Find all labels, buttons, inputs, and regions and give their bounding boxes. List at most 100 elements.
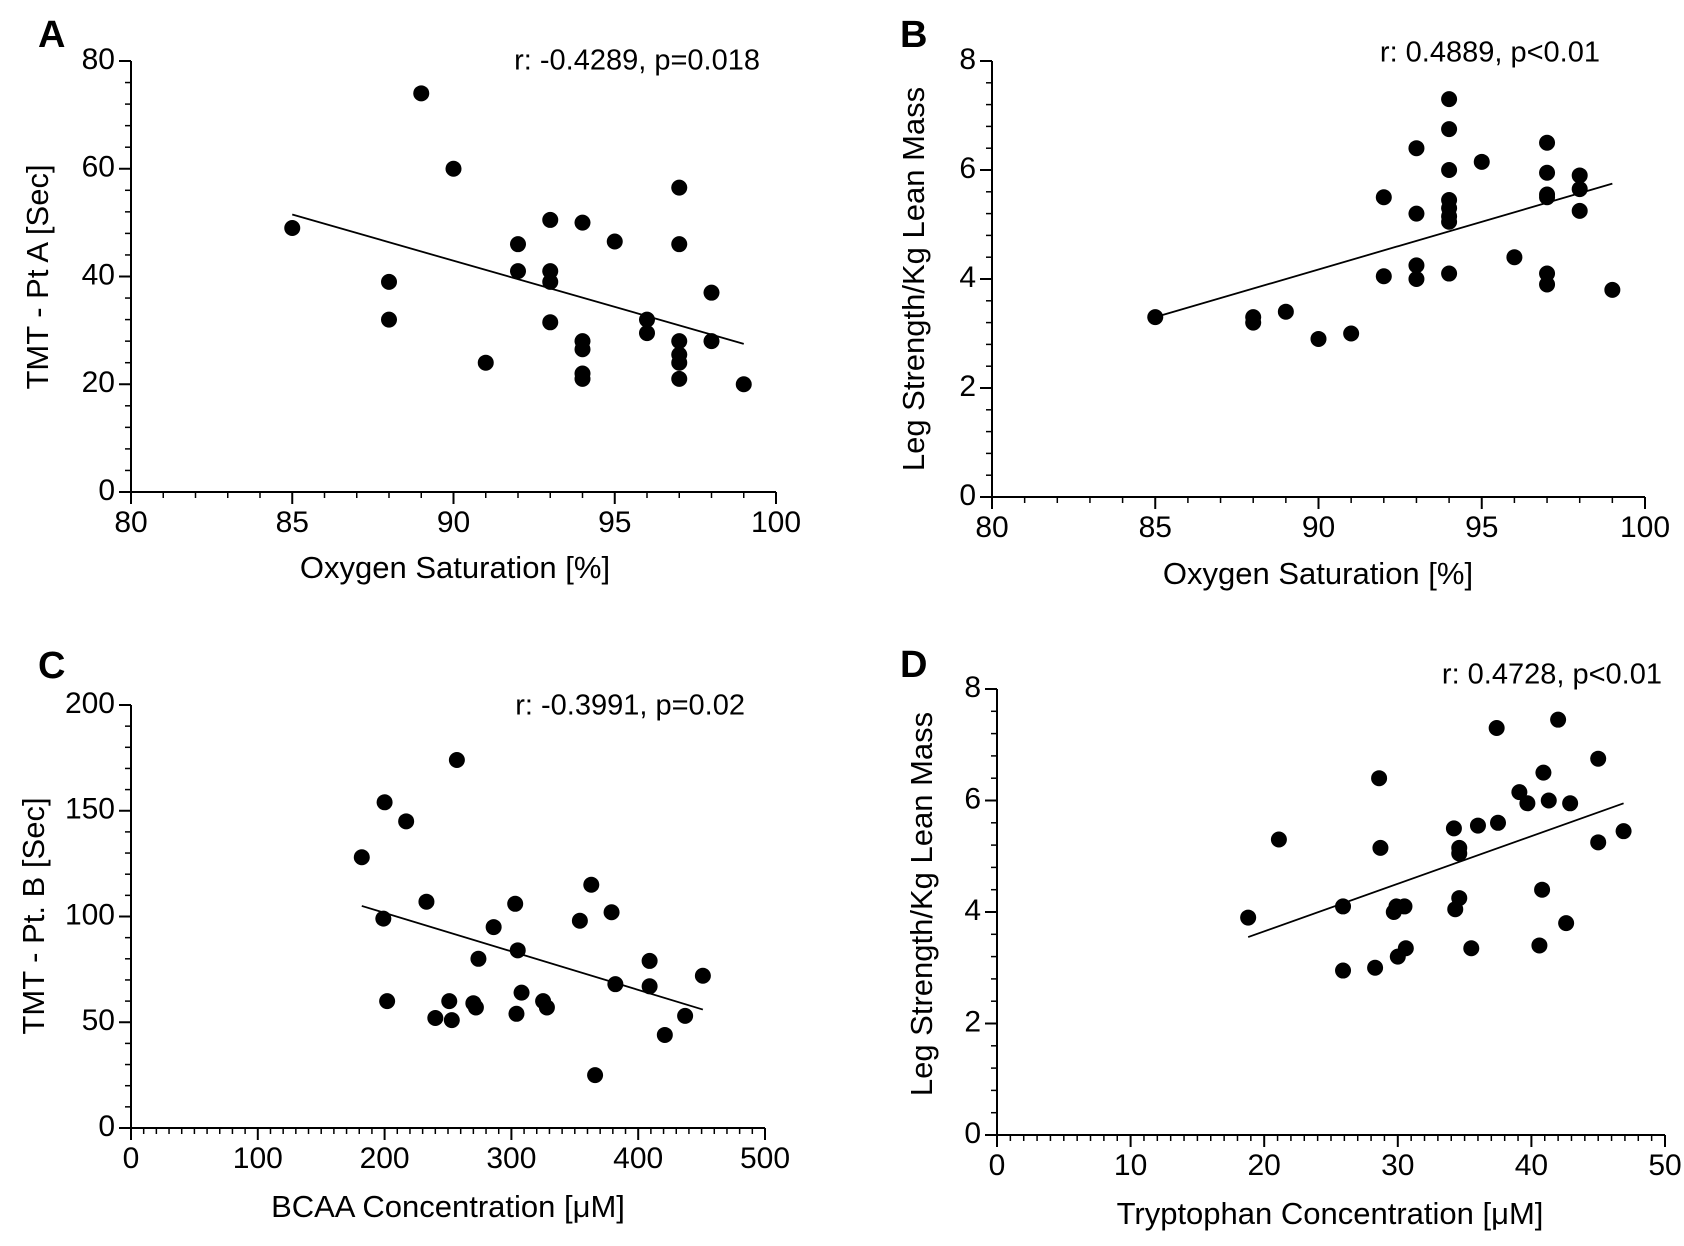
data-point xyxy=(571,912,588,929)
data-point xyxy=(381,311,397,328)
data-point xyxy=(574,370,591,387)
data-point xyxy=(381,273,397,290)
panel-letter-a: A xyxy=(38,14,65,56)
x-tick-label: 90 xyxy=(437,506,470,539)
data-point xyxy=(1590,750,1607,767)
data-point xyxy=(1469,817,1486,834)
y-tick-label: 40 xyxy=(82,258,115,291)
data-point xyxy=(671,333,688,350)
y-tick-label: 4 xyxy=(964,894,981,927)
y-axis-title: Leg Strength/Kg Lean Mass xyxy=(896,87,931,471)
data-point xyxy=(448,751,465,768)
x-tick-label: 100 xyxy=(751,506,801,539)
y-axis-title: Leg Strength/Kg Lean Mass xyxy=(904,712,939,1096)
y-tick-label: 0 xyxy=(98,474,115,507)
data-point xyxy=(1539,189,1556,206)
panel-c: C 0 100 200 300 400 500 0 50 100 150 200 BCAA Concen… xyxy=(16,645,790,1224)
y-tick-label: 6 xyxy=(964,782,981,815)
x-tick-label: 80 xyxy=(975,511,1008,544)
data-point xyxy=(441,993,458,1010)
data-point xyxy=(603,904,620,921)
data-point xyxy=(1506,249,1523,266)
x-tick-label: 85 xyxy=(276,506,309,539)
y-tick-label: 4 xyxy=(959,261,976,294)
y-tick-label: 0 xyxy=(964,1117,981,1150)
data-point xyxy=(398,813,415,830)
data-point xyxy=(677,1007,694,1024)
data-point xyxy=(607,976,624,993)
x-tick-label: 0 xyxy=(123,1142,140,1175)
regression-line xyxy=(1247,802,1624,938)
correlation-annotation: r: -0.3991, p=0.02 xyxy=(515,690,745,722)
x-tick-label: 85 xyxy=(1139,511,1172,544)
x-tick-label: 90 xyxy=(1302,511,1335,544)
panel-d: D 0 10 20 30 40 50 0 2 4 6 8 Tryptophan Concentratio… xyxy=(900,644,1682,1231)
x-tick-label: 0 xyxy=(989,1149,1006,1182)
data-point xyxy=(1445,820,1462,837)
data-point xyxy=(1240,909,1257,926)
data-point xyxy=(1367,959,1384,976)
x-tick-label: 50 xyxy=(1648,1149,1681,1182)
panel-letter-b: B xyxy=(900,14,927,56)
data-point xyxy=(1519,795,1536,812)
y-tick-label: 2 xyxy=(959,370,976,403)
data-point xyxy=(1571,202,1588,219)
regression-line xyxy=(1154,182,1613,319)
data-point xyxy=(1463,940,1480,957)
data-point xyxy=(467,999,484,1016)
data-point xyxy=(1375,268,1392,285)
data-point xyxy=(1531,937,1548,954)
data-point xyxy=(542,211,559,228)
data-point xyxy=(639,325,655,342)
data-point xyxy=(538,999,555,1016)
data-point xyxy=(606,233,623,250)
data-point xyxy=(1615,823,1632,840)
x-tick-label: 400 xyxy=(613,1142,663,1175)
data-point xyxy=(1408,140,1425,157)
x-tick-label: 40 xyxy=(1515,1149,1548,1182)
panel-letter-d: D xyxy=(900,644,927,686)
x-tick-label: 95 xyxy=(598,506,631,539)
data-point xyxy=(1441,213,1458,230)
data-point xyxy=(735,376,752,393)
x-tick-label: 100 xyxy=(233,1142,283,1175)
x-tick-label: 80 xyxy=(114,506,147,539)
y-tick-label: 8 xyxy=(959,43,976,76)
data-point xyxy=(1408,257,1425,274)
data-point xyxy=(1539,276,1556,293)
data-point xyxy=(542,273,559,290)
data-point xyxy=(353,849,370,866)
x-tick-label: 10 xyxy=(1114,1149,1147,1182)
data-point xyxy=(574,341,591,358)
x-tick-label: 200 xyxy=(360,1142,410,1175)
data-point xyxy=(1571,181,1588,198)
y-tick-label: 2 xyxy=(964,1005,981,1038)
data-point xyxy=(507,895,524,912)
x-axis-title: Oxygen Saturation [%] xyxy=(1163,556,1473,591)
data-point xyxy=(574,214,591,231)
x-axis-title: BCAA Concentration [μM] xyxy=(271,1189,625,1224)
x-tick-label: 100 xyxy=(1620,511,1670,544)
data-point xyxy=(1372,839,1389,856)
y-tick-label: 100 xyxy=(65,898,115,931)
data-point xyxy=(1375,189,1392,206)
data-point xyxy=(427,1010,444,1027)
data-point xyxy=(513,984,530,1001)
data-point xyxy=(1534,881,1551,898)
y-tick-label: 50 xyxy=(82,1004,115,1037)
data-point xyxy=(1490,814,1506,831)
data-point xyxy=(583,876,600,893)
data-point xyxy=(1396,898,1413,915)
data-point xyxy=(587,1067,604,1084)
data-point xyxy=(1604,281,1621,298)
data-point xyxy=(1571,167,1588,184)
x-axis-title: Tryptophan Concentration [μM] xyxy=(1117,1196,1544,1231)
x-axis-title: Oxygen Saturation [%] xyxy=(300,550,610,585)
data-point xyxy=(1335,962,1352,979)
data-point xyxy=(508,1005,525,1022)
data-point xyxy=(1277,303,1294,320)
data-point xyxy=(1441,91,1458,108)
y-tick-label: 60 xyxy=(82,151,115,184)
data-point xyxy=(1343,325,1360,342)
